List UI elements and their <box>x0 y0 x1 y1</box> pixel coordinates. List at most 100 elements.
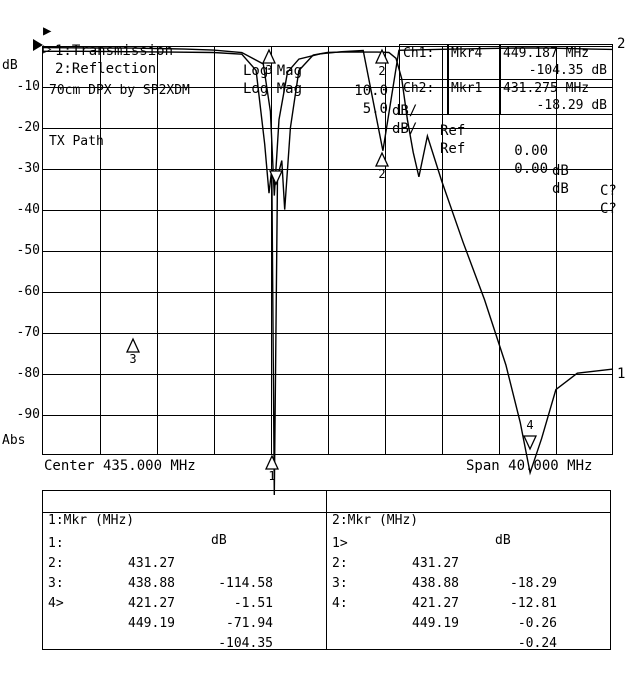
marker-center-label: 1 <box>268 469 276 483</box>
marker-table-2-row-4-number: 4: <box>332 596 348 611</box>
center-frequency-label: Center 435.000 MHz <box>44 458 196 474</box>
marker-table-2-header-db: dB <box>495 533 511 548</box>
gridline-h-8 <box>43 374 612 375</box>
readout-row-1[interactable]: Ch1: Mkr4 449.187 MHz -104.35 dB <box>399 46 613 80</box>
table-row[interactable]: 1: 431.27 -114.58 <box>43 514 326 591</box>
readout-row-2[interactable]: Ch2: Mkr1 431.275 MHz -18.29 dB <box>399 81 613 115</box>
gridline-h-5 <box>43 251 612 252</box>
channel-2-ref-label: Ref <box>440 141 466 157</box>
marker-2-ch1-up-icon <box>374 48 390 64</box>
graticule[interactable] <box>42 46 613 455</box>
table-row[interactable]: 2: 438.88 -12.81 <box>327 534 610 611</box>
readout-sep-2 <box>499 44 501 115</box>
gridline-h-3 <box>43 169 612 170</box>
y-tick-minus40: -40 <box>16 202 40 217</box>
gridline-h-7 <box>43 333 612 334</box>
gridline-v-4 <box>271 47 272 454</box>
table-row[interactable]: 4> 449.19 -104.35 <box>43 574 326 651</box>
table-row[interactable]: 4: 449.19 -0.24 <box>327 574 610 651</box>
readout-2-frequency: 431.275 MHz <box>503 81 590 96</box>
readout-row-2-box <box>399 79 613 115</box>
marker-table-1-row-1-number: 1: <box>48 536 64 551</box>
readout-sep-1 <box>447 44 449 115</box>
marker-table-1-header: 1:Mkr (MHz) dB <box>43 491 326 548</box>
marker-3-up-icon <box>125 337 141 353</box>
marker-table-2-row-1-freq: 431.27 <box>412 556 459 571</box>
channel-1-ref-label: Ref <box>440 123 466 139</box>
marker-2-ch1-triangle[interactable]: 2 <box>374 48 390 79</box>
gridline-v-1 <box>100 47 101 454</box>
table-row[interactable]: 2: 438.88 -1.51 <box>43 534 326 611</box>
span-label: Span 40.000 MHz <box>466 458 593 474</box>
plot-title: 70cm DPX by SP2XDM TX Path <box>49 48 190 167</box>
marker-tables: 1:Mkr (MHz) dB 1: 431.27 -114.58 2: 438.… <box>42 490 613 651</box>
channel-2-label: 2:Reflection <box>55 61 157 77</box>
marker-center-triangle[interactable]: 1 <box>264 454 280 485</box>
marker-3-ch1-triangle[interactable]: 3 <box>261 48 277 77</box>
gridline-h-2 <box>43 128 612 129</box>
marker-table-2-row-3-number: 3: <box>332 576 348 591</box>
gridline-v-6 <box>385 47 386 454</box>
y-axis: dB Abs -10 -20 -30 -40 -50 -60 -70 -80 -… <box>0 0 40 659</box>
marker-table-1-row-3-freq: 421.27 <box>128 596 175 611</box>
marker-table-channel-2[interactable]: 2:Mkr (MHz) dB 1> 431.27 -18.29 2: 438.8… <box>326 490 611 651</box>
y-tick-minus30: -30 <box>16 161 40 176</box>
marker-table-2-row-2-freq: 438.88 <box>412 576 459 591</box>
marker-table-1-row-1-db: -114.58 <box>218 576 273 591</box>
ref-level-pointer-left-icon <box>32 38 44 52</box>
marker-table-1-row-2-db: -1.51 <box>233 596 273 611</box>
marker-table-1-row-3-number: 3: <box>48 576 64 591</box>
channel-1-header-row[interactable]: ▶ 1:Transmission Log Mag 10.0 dB/ Ref 0.… <box>0 1 640 199</box>
gridline-v-9 <box>556 47 557 454</box>
gridline-v-3 <box>214 47 215 454</box>
marker-table-2-row-4-freq: 449.19 <box>412 616 459 631</box>
trace-svg <box>41 46 614 496</box>
marker-2-ch2-triangle[interactable]: 2 <box>374 151 390 182</box>
marker-3-label: 3 <box>129 352 137 366</box>
marker-4-down-icon <box>522 435 538 451</box>
y-tick-minus70: -70 <box>16 325 40 340</box>
channel-2-active-glyph: ▷ <box>43 41 52 57</box>
marker-table-2-row-2-number: 2: <box>332 556 348 571</box>
table-row[interactable]: 1> 431.27 -18.29 <box>327 514 610 591</box>
marker-readout-panel: Ch1: Mkr4 449.187 MHz -104.35 dB Ch2: Mk… <box>399 44 613 115</box>
table-row[interactable]: 3: 421.27 -0.26 <box>327 554 610 631</box>
channel-header: ▶ 1:Transmission Log Mag 10.0 dB/ Ref 0.… <box>0 0 640 217</box>
marker-table-2-row-3-db: -0.26 <box>517 616 557 631</box>
marker-2-ch1-label: 2 <box>378 64 386 78</box>
marker-4-triangle[interactable]: 4 <box>522 418 538 451</box>
readout-1-frequency: 449.187 MHz <box>503 46 590 61</box>
marker-table-1-row-2-freq: 438.88 <box>128 576 175 591</box>
marker-3-triangle[interactable]: 3 <box>125 337 141 366</box>
channel-2-header-row[interactable]: ▷ 2:Reflection Log Mag 5.0 dB/ Ref 0.00 … <box>0 19 640 217</box>
marker-table-2-header-label: 2:Mkr (MHz) <box>332 513 419 528</box>
channel-1-ref-value: 0.00 <box>514 143 548 159</box>
marker-table-1-row-2-number: 2: <box>48 556 64 571</box>
ref-indicator-channel-2: 2 <box>617 36 626 52</box>
plot-title-line2: TX Path <box>49 134 104 149</box>
readout-2-marker: Mkr1 <box>451 81 483 96</box>
y-tick-minus20: -20 <box>16 120 40 135</box>
y-tick-minus90: -90 <box>16 407 40 422</box>
marker-table-2-row-1-number: 1> <box>332 536 348 551</box>
y-axis-mode-label: Abs <box>2 433 26 448</box>
table-row[interactable]: 3: 421.27 -71.94 <box>43 554 326 631</box>
marker-table-1-header-label: 1:Mkr (MHz) <box>48 513 135 528</box>
readout-2-channel: Ch2: <box>403 81 435 96</box>
marker-table-1-row-4-db: -104.35 <box>218 636 273 651</box>
gridline-v-8 <box>499 47 500 454</box>
channel-1-active-glyph: ▶ <box>43 23 52 39</box>
gridline-v-5 <box>328 47 329 454</box>
gridline-h-1 <box>43 87 612 88</box>
y-tick-minus80: -80 <box>16 366 40 381</box>
marker-1-triangle[interactable] <box>268 169 284 186</box>
marker-3-ch1-label: 3 <box>265 63 273 77</box>
y-tick-minus50: -50 <box>16 243 40 258</box>
marker-center-up-icon <box>264 454 280 470</box>
marker-table-1-row-4-freq: 449.19 <box>128 616 175 631</box>
marker-4-label: 4 <box>526 418 534 432</box>
gridline-h-6 <box>43 292 612 293</box>
trace-layer <box>41 46 614 496</box>
marker-table-2-row-1-db: -18.29 <box>510 576 557 591</box>
marker-table-channel-1[interactable]: 1:Mkr (MHz) dB 1: 431.27 -114.58 2: 438.… <box>42 490 327 651</box>
